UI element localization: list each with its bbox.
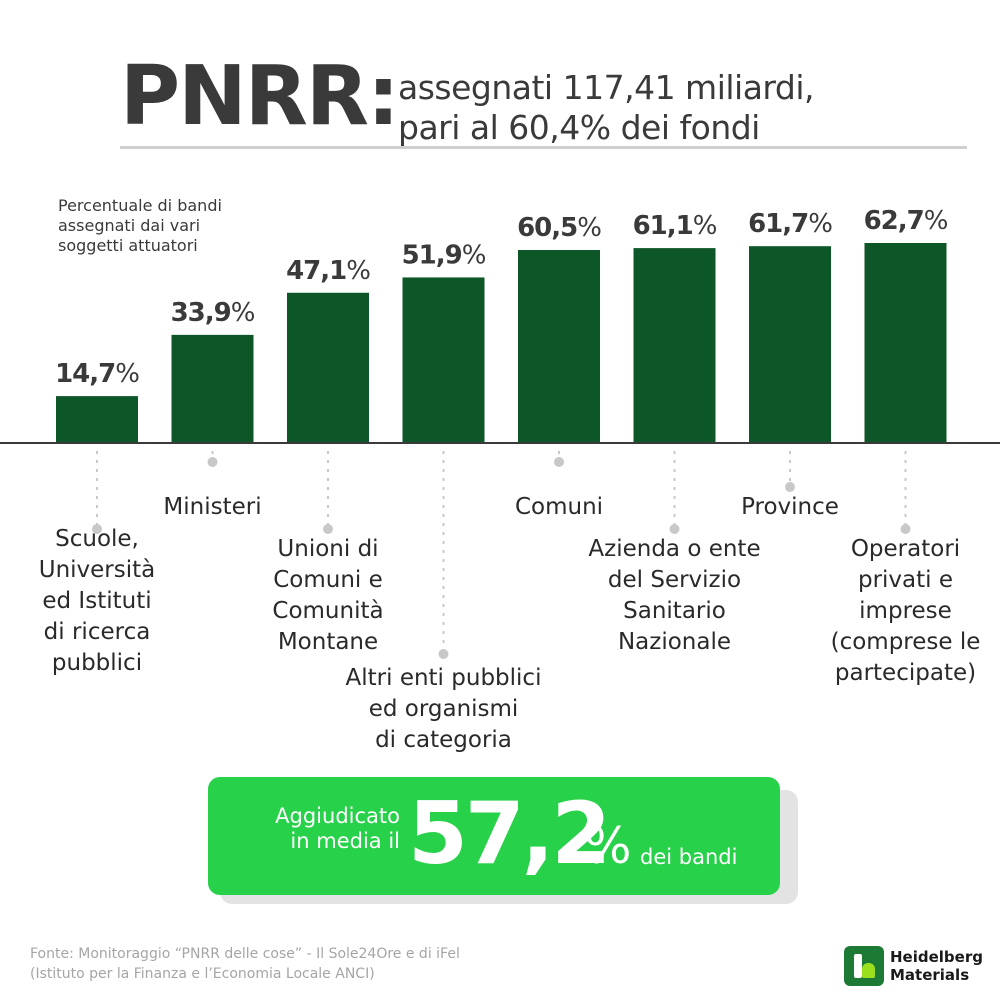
category-label: Comuni e	[273, 567, 383, 593]
category-label: imprese	[859, 598, 952, 624]
bar-value-label: 33,9%	[171, 298, 255, 328]
category-label: Operatori	[851, 536, 960, 562]
bar-value-label: 60,5%	[517, 213, 601, 243]
highlight-box: Aggiudicato in media il 57,2 % dei bandi	[208, 777, 780, 895]
source-line: (Istituto per la Finanza e l’Economia Lo…	[30, 966, 375, 982]
highlight-unit: %	[584, 817, 632, 875]
category-label: Unioni di	[277, 536, 378, 562]
category-label: ed Istituti	[42, 588, 151, 614]
bar-chart: 14,7% Scuole, Università ed Istituti di rice…	[0, 206, 1000, 753]
bar	[287, 292, 369, 443]
bar	[171, 334, 254, 443]
highlight-prefix-line: Aggiudicato	[275, 804, 400, 828]
bar	[518, 250, 600, 443]
bar-value-label: 14,7%	[55, 359, 139, 389]
title-prefix: PNRR:	[120, 49, 400, 144]
chart-subtitle: Percentuale di bandi assegnati dai vari …	[58, 196, 288, 256]
chart-subtitle-line: Percentuale di bandi	[58, 196, 222, 215]
highlight-suffix: dei bandi	[640, 845, 738, 869]
source-line: Fonte: Monitoraggio “PNRR delle cose” - …	[30, 946, 460, 962]
leader-dot	[900, 524, 911, 534]
category-label: Nazionale	[618, 629, 731, 655]
leader-dot	[207, 457, 218, 467]
category-label: Università	[39, 557, 156, 583]
bar	[56, 396, 138, 443]
title-subtext: assegnati 117,41 miliardi, pari al 60,4%…	[398, 68, 815, 148]
category-label: del Servizio	[608, 567, 741, 593]
leader-dot	[785, 482, 795, 492]
bar-value-label: 61,1%	[633, 211, 717, 241]
category-label: pubblici	[52, 650, 142, 676]
category-label: di ricerca	[44, 619, 151, 645]
title-line-1: assegnati 117,41 miliardi,	[398, 68, 815, 107]
category-label: Comunità	[272, 598, 383, 624]
category-label: Province	[741, 494, 839, 520]
category-label: Ministeri	[163, 494, 261, 520]
leader-dot	[669, 524, 680, 534]
category-label: Azienda o ente	[588, 536, 760, 562]
highlight-value: 57,2	[408, 784, 611, 884]
category-label: di categoria	[375, 727, 512, 753]
bar-value-label: 51,9%	[402, 240, 486, 270]
category-label: ed organismi	[369, 696, 519, 722]
title-divider	[120, 146, 967, 149]
leader-dot	[92, 524, 102, 534]
bar-value-label: 62,7%	[864, 206, 948, 236]
category-label: Sanitario	[623, 598, 726, 624]
bar-value-label: 47,1%	[286, 256, 370, 286]
category-label: privati e	[858, 567, 953, 593]
category-label: partecipate)	[835, 660, 976, 686]
highlight-prefix: Aggiudicato in media il	[240, 804, 400, 854]
chart-subtitle-line: soggetti attuatori	[58, 236, 198, 255]
bar-value-label: 61,7%	[748, 209, 832, 239]
category-label: Comuni	[515, 494, 603, 520]
bar	[402, 277, 485, 443]
category-label: Montane	[278, 629, 378, 655]
title-line-2: pari al 60,4% dei fondi	[398, 108, 760, 147]
category-label: Altri enti pubblici	[346, 665, 542, 691]
category-label: Scuole,	[55, 526, 139, 552]
chart-subtitle-line: assegnati dai vari	[58, 216, 201, 235]
bar	[633, 248, 716, 443]
leader-dot	[554, 457, 564, 467]
bar	[749, 246, 831, 443]
highlight-prefix-line: in media il	[290, 829, 400, 853]
source-note: Fonte: Monitoraggio “PNRR delle cose” - …	[30, 944, 590, 984]
logo-text: Heidelberg Materials	[890, 948, 983, 984]
brand-logo: Heidelberg Materials	[844, 942, 994, 990]
logo-mark-icon	[844, 946, 884, 986]
category-label: (comprese le	[831, 629, 981, 655]
leader-dot	[323, 524, 333, 534]
bar	[864, 243, 947, 443]
leader-dot	[438, 649, 449, 659]
